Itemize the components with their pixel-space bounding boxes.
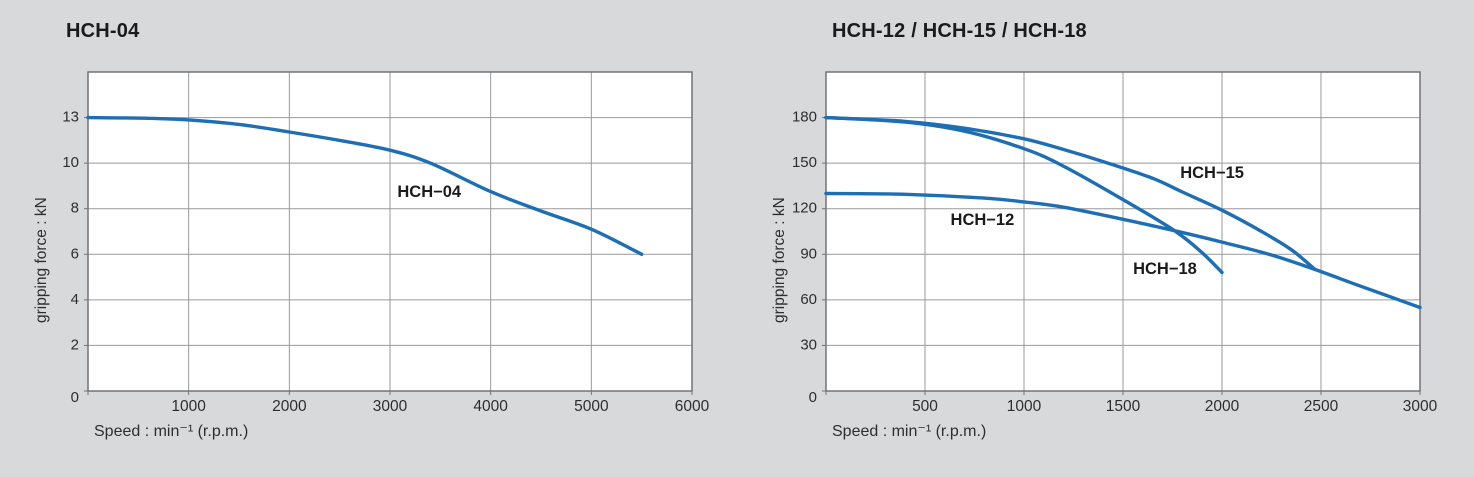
chart-title-hch-12-15-18: HCH-12 / HCH-15 / HCH-18	[832, 20, 1087, 42]
y-tick-label: 13	[62, 109, 79, 126]
chart-title-hch-04: HCH-04	[66, 20, 140, 42]
x-axis-title: Speed : min⁻¹ (r.p.m.)	[832, 423, 987, 440]
y-tick-label: 10	[62, 154, 79, 171]
curve-label-hch-04: HCH−04	[397, 183, 462, 201]
y-tick-label: 90	[800, 245, 817, 262]
y-tick-label: 60	[800, 291, 817, 308]
plot-border	[87, 71, 693, 392]
x-tick-label: 2000	[1205, 398, 1240, 415]
y-tick-label: 6	[71, 245, 79, 262]
y-tick-label: 30	[800, 336, 817, 353]
x-tick-label: 5000	[574, 398, 609, 415]
y-tick-label: 150	[792, 154, 817, 171]
plot-border	[825, 71, 1421, 392]
x-tick-label: 2500	[1304, 398, 1339, 415]
curve-hch-12	[824, 191, 1422, 310]
curve-label-hch-12: HCH−12	[951, 211, 1015, 229]
x-tick-label: 1500	[1106, 398, 1141, 415]
x-axis-title: Speed : min⁻¹ (r.p.m.)	[94, 423, 249, 440]
plot-hch-04: 0 2 4 6 8 10 13 1000 2000 3000 4000 5000 6000 HCH−04	[62, 71, 710, 415]
y-tick-label: 0	[809, 389, 817, 406]
curve-label-hch-15: HCH−15	[1180, 164, 1244, 182]
y-tick-label: 180	[792, 109, 817, 126]
curve-hch-04	[86, 115, 644, 256]
x-tick-label: 2000	[272, 398, 307, 415]
x-tick-label: 500	[912, 398, 938, 415]
x-tick-label: 3000	[1403, 398, 1438, 415]
chart-hch-12-15-18: HCH-12 / HCH-15 / HCH-18 gripping force …	[760, 0, 1474, 477]
y-tick-label: 2	[71, 336, 79, 353]
x-tick-label: 4000	[473, 398, 508, 415]
x-tick-label: 1000	[1007, 398, 1042, 415]
y-tick-label: 0	[71, 389, 79, 406]
y-tick-label: 120	[792, 200, 817, 217]
curve-hch-18	[824, 115, 1224, 275]
x-tick-label: 6000	[675, 398, 710, 415]
curve-hch-15	[824, 115, 1317, 272]
y-tick-label: 8	[71, 200, 79, 217]
plot-hch-12-15-18: 0 30 60 90 120 150 180 500 1000 1500 2000 2500 3000 H…	[792, 71, 1438, 415]
curve-label-hch-18: HCH−18	[1133, 260, 1197, 278]
chart-hch-04: HCH-04 gripping force : kN 0 2 4 6 8 10 13 1000…	[33, 20, 710, 440]
x-tick-label: 3000	[373, 398, 408, 415]
y-tick-label: 4	[71, 291, 79, 308]
x-tick-label: 1000	[171, 398, 206, 415]
